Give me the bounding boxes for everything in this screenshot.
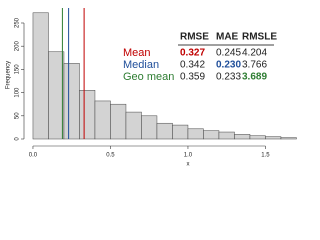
- table-cell: 0.245: [216, 48, 241, 59]
- bar: [187, 128, 204, 140]
- row-name: Mean: [123, 47, 151, 59]
- table-cell: 4.204: [242, 48, 267, 59]
- y-tick-label: 250: [15, 17, 21, 28]
- y-tick-label: 0: [15, 137, 21, 141]
- bar: [249, 135, 266, 140]
- table-cell: 0.342: [180, 60, 205, 71]
- chart: Frequency x 0 50 100 150 200 250 0.0 0.5 1.0 1.5 R…: [6, 8, 297, 168]
- table-cell: 3.766: [242, 60, 267, 71]
- x-tick-label: 1.0: [184, 153, 193, 159]
- bar: [172, 124, 189, 140]
- x-axis-label: x: [187, 162, 190, 168]
- table-cell: 3.689: [242, 72, 267, 83]
- bar: [110, 103, 127, 140]
- bar: [125, 111, 142, 140]
- bar: [48, 51, 65, 140]
- x-tick-label: 0.0: [29, 153, 38, 159]
- table-cell: 0.327: [180, 48, 205, 59]
- x-tick-label: 1.5: [261, 153, 270, 159]
- bar: [218, 131, 235, 140]
- table-header: MAE: [216, 32, 239, 43]
- bar: [32, 12, 49, 140]
- bar: [234, 134, 251, 140]
- table-header: RMSLE: [242, 32, 277, 43]
- y-tick-label: 100: [15, 87, 21, 98]
- row-name: Median: [123, 59, 159, 71]
- y-tick-label: 200: [15, 41, 21, 52]
- bar: [265, 136, 282, 140]
- y-tick-label: 150: [15, 64, 21, 75]
- table-cell: 0.230: [216, 60, 241, 71]
- table-cell: 0.233: [216, 72, 241, 83]
- y-axis-label: Frequency: [6, 61, 12, 89]
- bar: [156, 122, 173, 140]
- bar: [94, 100, 111, 140]
- bar: [280, 137, 297, 140]
- row-name: Geo mean: [123, 71, 174, 83]
- bar: [203, 130, 220, 140]
- y-tick-label: 50: [15, 112, 21, 119]
- bar: [79, 90, 96, 140]
- bar: [141, 115, 158, 140]
- table-cell: 0.359: [180, 72, 205, 83]
- table-header: RMSE: [180, 32, 209, 43]
- x-tick-label: 0.5: [106, 153, 115, 159]
- bar: [63, 63, 80, 140]
